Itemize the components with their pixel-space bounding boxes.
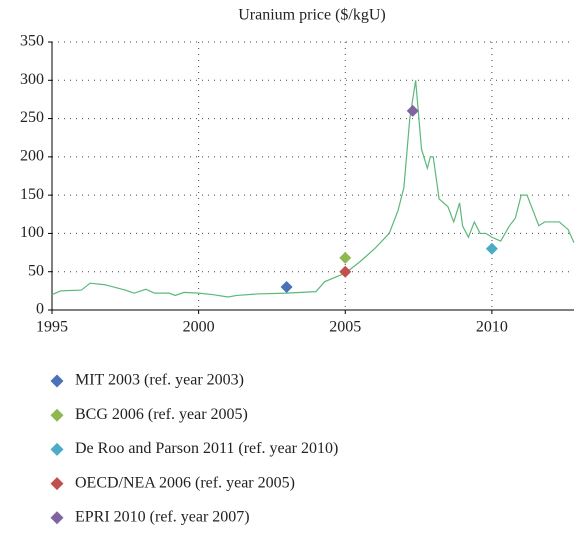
estimate-marker <box>485 242 498 255</box>
y-tick-label: 150 <box>20 186 44 203</box>
legend-label: EPRI 2010 (ref. year 2007) <box>75 508 250 525</box>
y-tick-label: 300 <box>20 71 44 88</box>
estimate-marker <box>339 265 352 278</box>
estimate-marker <box>280 281 293 294</box>
legend-swatch <box>50 442 64 456</box>
x-tick-label: 2010 <box>476 319 508 336</box>
legend-swatch <box>50 477 64 491</box>
legend-label: OECD/NEA 2006 (ref. year 2005) <box>75 474 295 491</box>
y-tick-label: 350 <box>20 33 44 50</box>
estimate-marker <box>339 251 352 264</box>
legend-swatch <box>50 511 64 525</box>
y-tick-label: 50 <box>28 262 44 279</box>
x-tick-label: 1995 <box>36 319 68 336</box>
y-tick-label: 200 <box>20 148 44 165</box>
y-tick-label: 100 <box>20 224 44 241</box>
legend-label: De Roo and Parson 2011 (ref. year 2010) <box>75 440 338 457</box>
y-tick-label: 250 <box>20 109 44 126</box>
x-tick-label: 2005 <box>329 319 361 336</box>
legend-swatch <box>50 408 64 422</box>
legend-swatch <box>50 374 64 388</box>
chart-title: Uranium price ($/kgU) <box>238 7 386 24</box>
price-line <box>51 80 575 298</box>
legend-label: MIT 2003 (ref. year 2003) <box>75 372 244 389</box>
legend-label: BCG 2006 (ref. year 2005) <box>75 406 248 423</box>
x-tick-label: 2000 <box>183 319 215 336</box>
y-tick-label: 0 <box>36 301 44 318</box>
estimate-marker <box>406 104 419 117</box>
